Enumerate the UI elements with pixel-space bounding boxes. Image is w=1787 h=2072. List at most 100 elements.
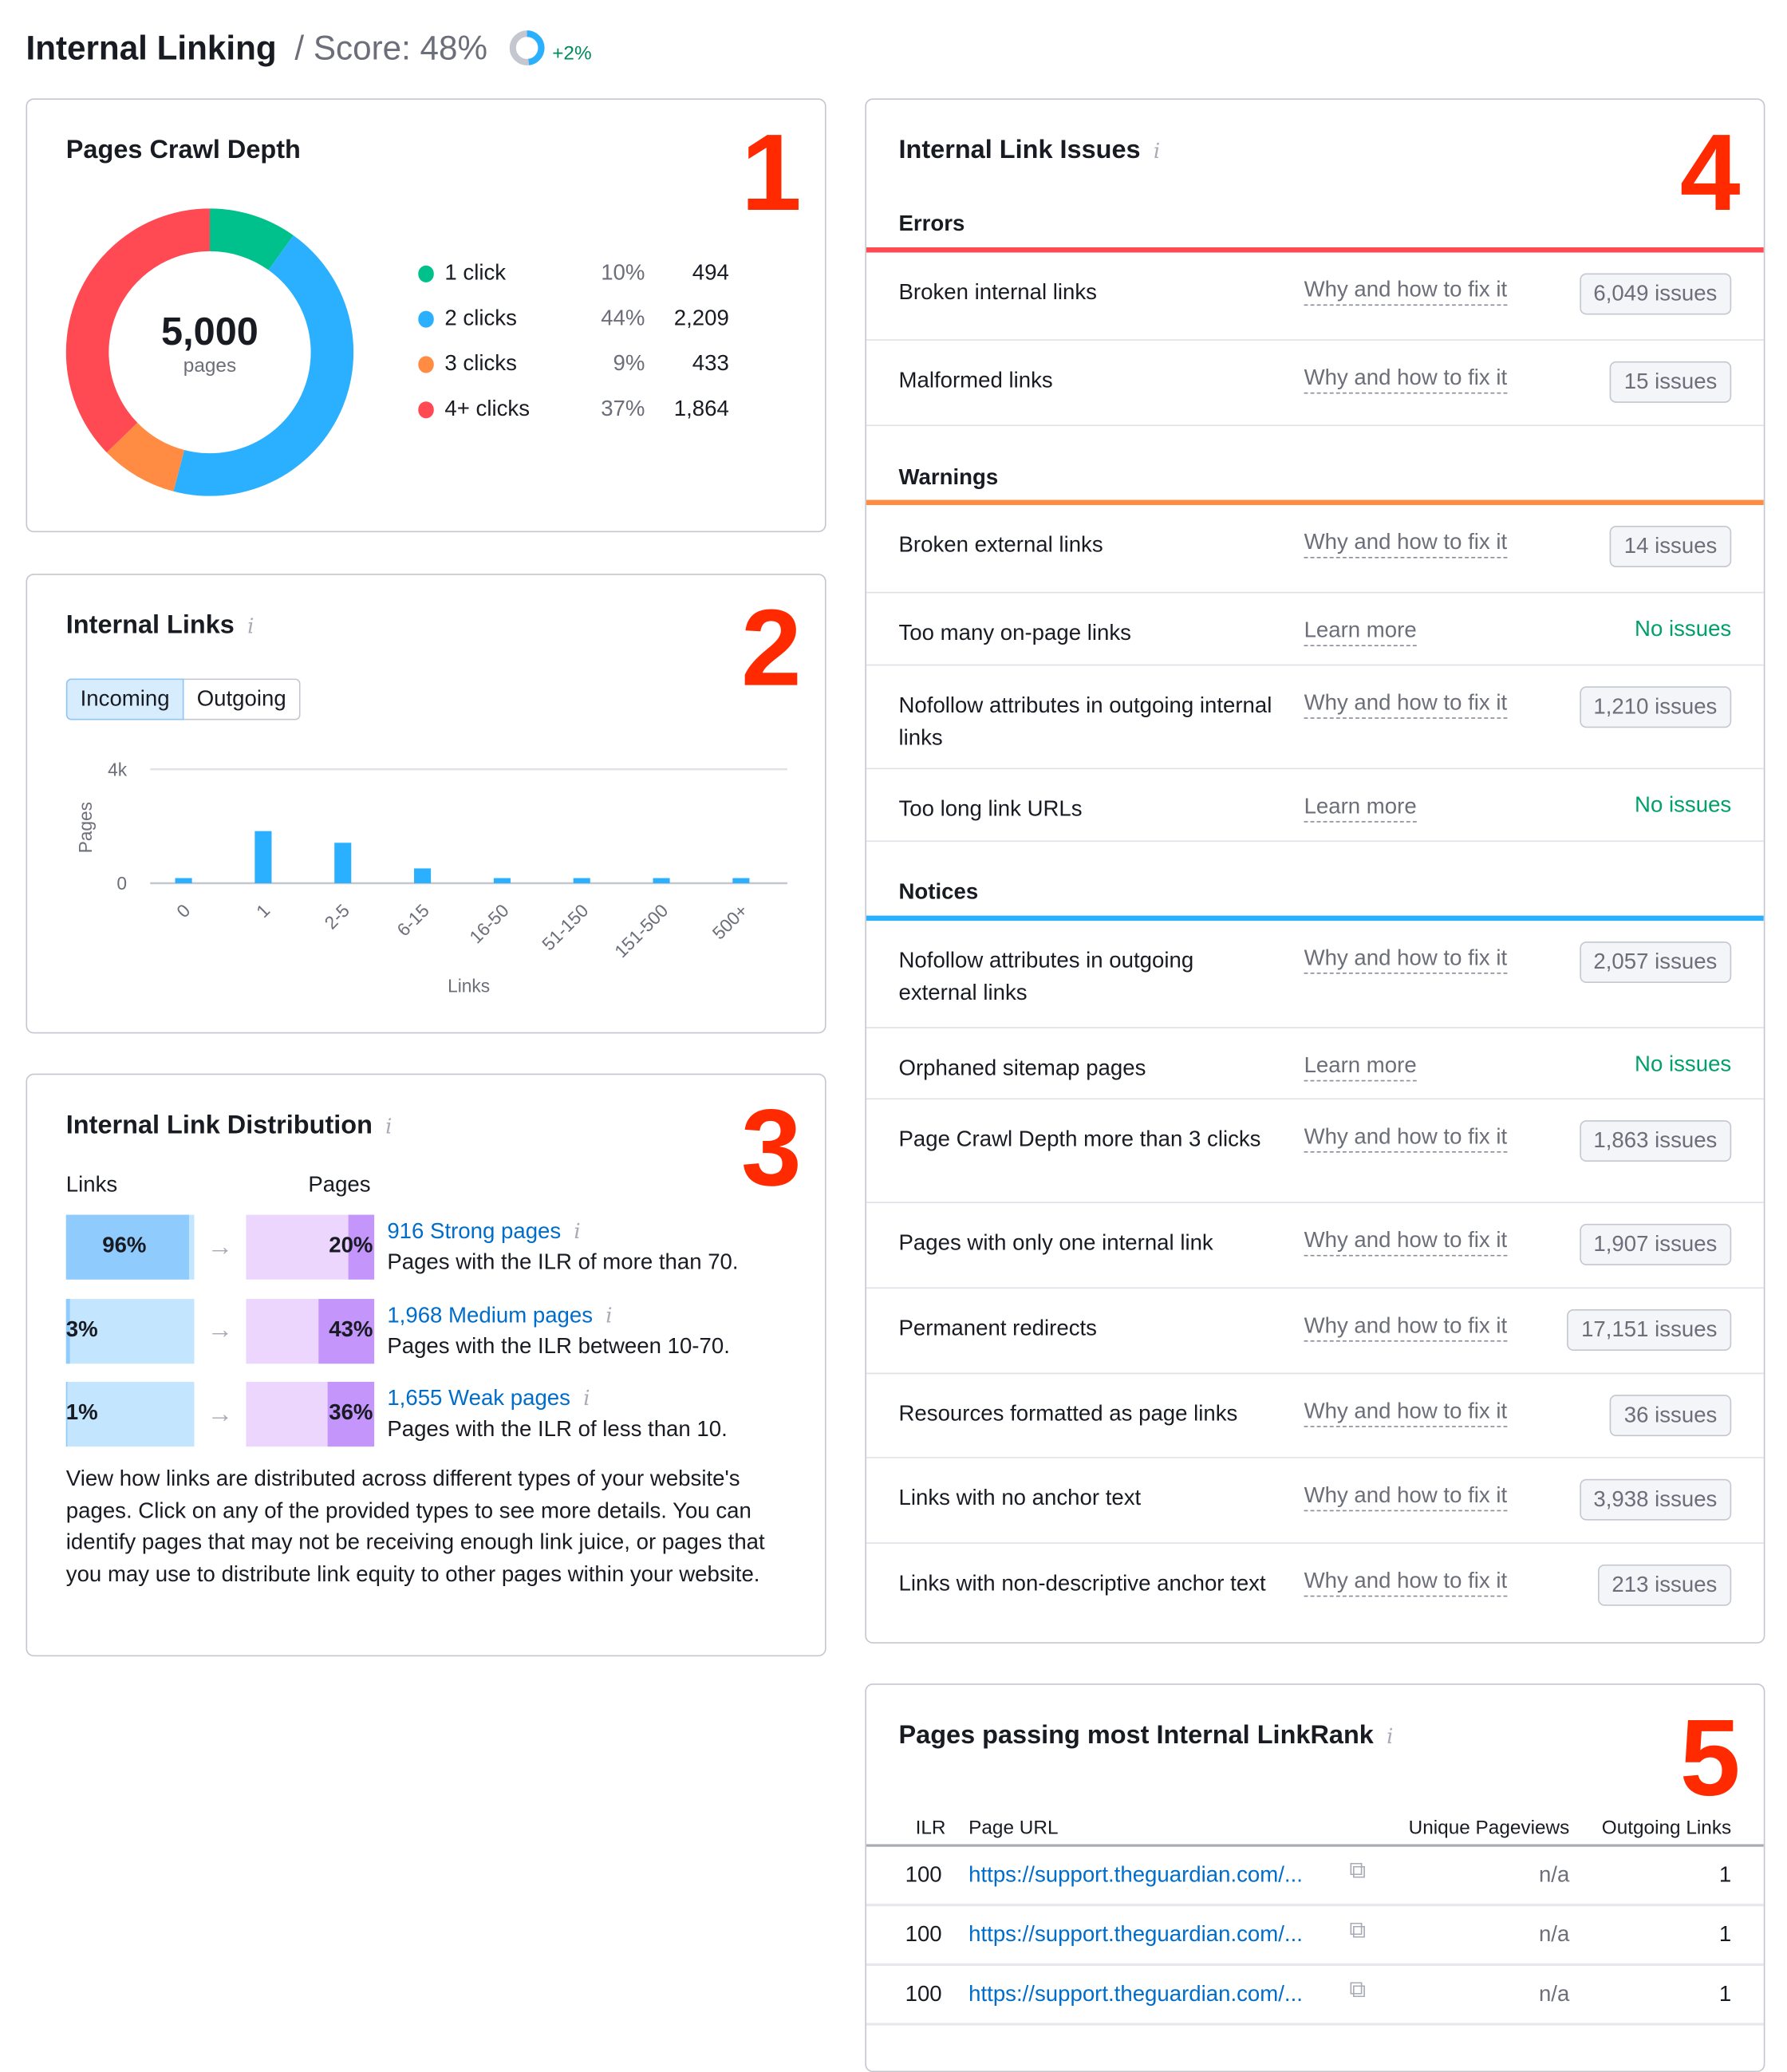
crawl-depth-donut[interactable] <box>65 207 355 498</box>
learn-more-link[interactable]: Learn more <box>1304 792 1417 823</box>
issue-row[interactable]: Orphaned sitemap pages Learn more No issue… <box>866 1028 1764 1100</box>
how-to-fix-link[interactable]: Why and how to fix it <box>1304 1123 1508 1153</box>
issue-row[interactable]: Permanent redirects Why and how to fix it… <box>866 1289 1764 1375</box>
tab-incoming[interactable]: Incoming <box>65 678 184 720</box>
bar[interactable] <box>732 878 750 884</box>
page-title: Internal Linking <box>26 27 277 67</box>
external-link-icon[interactable]: ⧉ <box>1349 1976 1367 2003</box>
legend-dot-icon <box>418 355 435 373</box>
legend-item[interactable]: 4+ clicks 37% 1,864 <box>418 397 729 422</box>
info-icon[interactable]: i <box>606 1302 613 1327</box>
tab-outgoing[interactable]: Outgoing <box>183 678 301 720</box>
info-icon[interactable]: i <box>583 1385 590 1411</box>
info-icon[interactable]: i <box>1153 138 1161 164</box>
how-to-fix-link[interactable]: Why and how to fix it <box>1304 1226 1508 1257</box>
column-outgoing-links[interactable]: Outgoing Links <box>1601 1817 1732 1839</box>
how-to-fix-link[interactable]: Why and how to fix it <box>1304 944 1508 974</box>
donut-slice[interactable] <box>173 235 354 496</box>
bar[interactable] <box>653 878 670 884</box>
learn-more-link[interactable]: Learn more <box>1304 1052 1417 1082</box>
external-link-icon[interactable]: ⧉ <box>1349 1916 1367 1943</box>
issue-row[interactable]: Nofollow attributes in outgoing internal… <box>866 665 1764 770</box>
issue-row[interactable]: Resources formatted as page links Why and… <box>866 1374 1764 1458</box>
learn-more-link[interactable]: Learn more <box>1304 617 1417 646</box>
column-page-url[interactable]: Page URL <box>968 1817 1059 1839</box>
title-text: Pages passing most Internal LinkRank <box>898 1721 1374 1750</box>
issues-count-badge[interactable]: 14 issues <box>1609 526 1732 567</box>
legend-item[interactable]: 2 clicks 44% 2,209 <box>418 306 729 331</box>
legend-item[interactable]: 1 click 10% 494 <box>418 260 729 286</box>
how-to-fix-link[interactable]: Why and how to fix it <box>1304 1397 1508 1427</box>
how-to-fix-link[interactable]: Why and how to fix it <box>1304 276 1508 306</box>
donut-slice[interactable] <box>106 422 185 491</box>
issue-row[interactable]: Pages with only one internal link Why and… <box>866 1203 1764 1289</box>
page-url-link[interactable]: https://support.theguardian.com/... <box>968 1981 1303 2007</box>
issues-count-badge[interactable]: 1,907 issues <box>1579 1223 1732 1265</box>
total-label: pages <box>183 354 237 377</box>
issues-count-badge[interactable]: 1,863 issues <box>1579 1120 1732 1162</box>
donut-slice[interactable] <box>65 208 210 453</box>
distribution-row[interactable]: 96% → 20% 916 Strong pages i Pages with the I… <box>65 1214 739 1280</box>
info-icon[interactable]: i <box>1387 1723 1394 1749</box>
how-to-fix-link[interactable]: Why and how to fix it <box>1304 364 1508 394</box>
issue-row[interactable]: Nofollow attributes in outgoing external… <box>866 921 1764 1028</box>
how-to-fix-link[interactable]: Why and how to fix it <box>1304 1312 1508 1342</box>
pages-percent: 36% <box>329 1399 373 1425</box>
x-tick-label: 0 <box>172 900 194 922</box>
x-tick-label: 16-50 <box>465 900 512 947</box>
donut-slice[interactable] <box>209 208 294 270</box>
bar[interactable] <box>254 831 272 884</box>
distribution-row[interactable]: 1% → 36% 1,655 Weak pages i Pages with the IL… <box>65 1381 728 1447</box>
issues-count-badge[interactable]: 6,049 issues <box>1579 273 1732 315</box>
page-type-link[interactable]: 1,655 Weak pages <box>387 1385 570 1411</box>
issues-count-badge[interactable]: 2,057 issues <box>1579 941 1732 984</box>
column-unique-pageviews[interactable]: Unique Pageviews <box>1408 1817 1570 1839</box>
page-type-link[interactable]: 1,968 Medium pages <box>387 1302 594 1327</box>
issues-count-badge[interactable]: 36 issues <box>1609 1395 1732 1437</box>
bar[interactable] <box>573 878 590 884</box>
section-heading: Notices <box>898 879 979 904</box>
issue-name: Nofollow attributes in outgoing external… <box>898 948 1194 1005</box>
page-url-link[interactable]: https://support.theguardian.com/... <box>968 1921 1303 1947</box>
legend-percent: 37% <box>601 396 645 421</box>
unique-pageviews: n/a <box>1538 1981 1570 2007</box>
bar[interactable] <box>414 868 432 884</box>
how-to-fix-link[interactable]: Why and how to fix it <box>1304 689 1508 719</box>
issue-row[interactable]: Malformed links Why and how to fix it 15 i… <box>866 341 1764 427</box>
info-icon[interactable]: i <box>574 1218 581 1244</box>
issue-row[interactable]: Broken internal links Why and how to fix … <box>866 253 1764 341</box>
bar[interactable] <box>334 843 352 884</box>
y-axis-label: Pages <box>75 802 96 853</box>
ilr-value: 100 <box>905 1981 942 2007</box>
issue-row[interactable]: Page Crawl Depth more than 3 clicks Why a… <box>866 1099 1764 1203</box>
issues-count-badge[interactable]: 3,938 issues <box>1579 1478 1732 1521</box>
legend-item[interactable]: 3 clicks 9% 433 <box>418 351 729 377</box>
issue-row[interactable]: Too long link URLs Learn more No issues <box>866 769 1764 843</box>
external-link-icon[interactable]: ⧉ <box>1349 1857 1367 1884</box>
issues-count-badge[interactable]: 1,210 issues <box>1579 686 1732 728</box>
issues-count-badge[interactable]: 17,151 issues <box>1567 1309 1732 1351</box>
issues-count-badge[interactable]: 15 issues <box>1609 361 1732 403</box>
bar[interactable] <box>175 878 192 884</box>
issue-row[interactable]: Broken external links Why and how to fix … <box>866 505 1764 594</box>
how-to-fix-link[interactable]: Why and how to fix it <box>1304 1567 1508 1597</box>
x-tick-label: 1 <box>252 900 274 922</box>
issues-count-badge[interactable]: 213 issues <box>1597 1564 1732 1606</box>
issue-row[interactable]: Too many on-page links Learn more No issue… <box>866 593 1764 666</box>
how-to-fix-link[interactable]: Why and how to fix it <box>1304 1482 1508 1512</box>
issue-row[interactable]: Links with no anchor text Why and how to … <box>866 1458 1764 1544</box>
page-url-link[interactable]: https://support.theguardian.com/... <box>968 1862 1303 1888</box>
legend-label: 3 clicks <box>444 350 517 376</box>
issue-row[interactable]: Links with non-descriptive anchor text Wh… <box>866 1544 1764 1642</box>
distribution-panel: Internal Link Distribution i 3 Links Page… <box>26 1073 826 1657</box>
info-icon[interactable]: i <box>385 1113 393 1139</box>
section-divider <box>866 915 1764 922</box>
how-to-fix-link[interactable]: Why and how to fix it <box>1304 528 1508 558</box>
outgoing-links: 1 <box>1718 1981 1732 2007</box>
bar[interactable] <box>493 878 511 884</box>
issue-name: Orphaned sitemap pages <box>898 1055 1146 1080</box>
distribution-row[interactable]: 3% → 43% 1,968 Medium pages i Pages with the … <box>65 1298 730 1364</box>
info-icon[interactable]: i <box>247 614 254 639</box>
page-type-link[interactable]: 916 Strong pages <box>387 1218 562 1244</box>
column-ilr[interactable]: ILR <box>915 1817 946 1839</box>
